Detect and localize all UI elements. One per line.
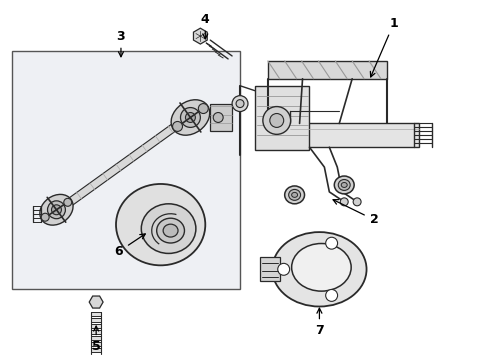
Circle shape: [277, 264, 289, 275]
Polygon shape: [57, 112, 192, 213]
Circle shape: [340, 198, 347, 206]
Circle shape: [325, 289, 337, 301]
Bar: [12, 51, 240, 289]
Polygon shape: [193, 28, 207, 44]
Circle shape: [63, 198, 72, 206]
Ellipse shape: [141, 204, 196, 253]
Circle shape: [325, 237, 337, 249]
Ellipse shape: [288, 189, 300, 201]
Circle shape: [51, 205, 61, 215]
Ellipse shape: [284, 186, 304, 204]
Circle shape: [172, 121, 182, 131]
Text: 2: 2: [332, 200, 378, 226]
Ellipse shape: [163, 224, 178, 237]
Circle shape: [269, 113, 283, 127]
Ellipse shape: [291, 243, 350, 291]
Circle shape: [185, 113, 195, 122]
Circle shape: [213, 113, 223, 122]
Bar: [267, 61, 386, 79]
Ellipse shape: [116, 184, 205, 265]
Ellipse shape: [334, 176, 353, 194]
Text: 3: 3: [117, 30, 125, 57]
Circle shape: [198, 104, 208, 113]
Ellipse shape: [40, 194, 73, 225]
Bar: [91, 336, 101, 340]
Bar: [91, 348, 101, 352]
Circle shape: [41, 213, 49, 221]
Text: 5: 5: [92, 326, 101, 353]
Bar: [210, 104, 232, 131]
Bar: [91, 342, 101, 346]
Ellipse shape: [272, 232, 366, 306]
Polygon shape: [89, 296, 103, 308]
Bar: [91, 312, 101, 316]
Circle shape: [232, 96, 247, 112]
Text: 7: 7: [314, 308, 323, 337]
Circle shape: [47, 201, 65, 219]
Circle shape: [180, 108, 200, 127]
Ellipse shape: [291, 192, 297, 197]
Bar: [259, 257, 279, 281]
Circle shape: [236, 100, 244, 108]
Ellipse shape: [171, 100, 209, 135]
Bar: [91, 330, 101, 334]
Ellipse shape: [156, 218, 184, 243]
Bar: [254, 86, 309, 150]
Circle shape: [352, 198, 360, 206]
Bar: [289, 123, 418, 147]
Bar: [91, 318, 101, 322]
Text: 1: 1: [369, 17, 397, 77]
Text: 4: 4: [201, 13, 209, 39]
Ellipse shape: [338, 180, 349, 190]
Circle shape: [263, 107, 290, 134]
Ellipse shape: [341, 183, 346, 188]
Bar: [91, 324, 101, 328]
Text: 6: 6: [114, 234, 145, 258]
